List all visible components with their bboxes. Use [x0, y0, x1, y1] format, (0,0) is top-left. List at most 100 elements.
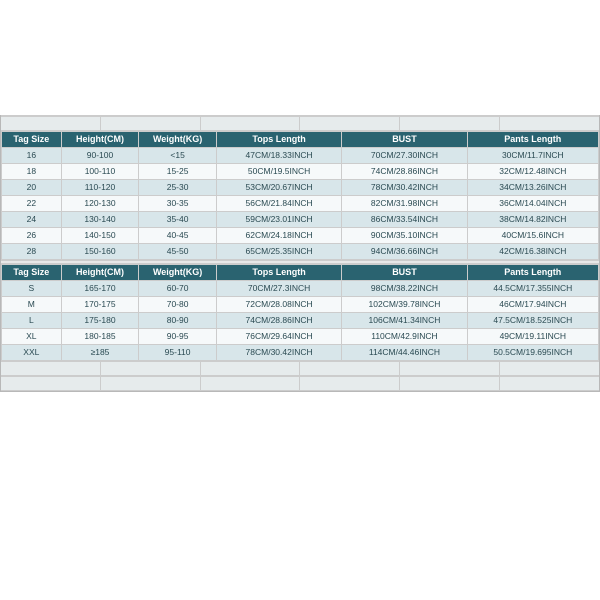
cell: 30CM/11.7INCH [467, 148, 598, 164]
col-header-tops: Tops Length [216, 265, 341, 281]
col-header-height: Height(CM) [61, 265, 139, 281]
table-row: S165-17060-7070CM/27.3INCH98CM/38.22INCH… [2, 281, 599, 297]
cell: 44.5CM/17.355INCH [467, 281, 598, 297]
cell: 90-100 [61, 148, 139, 164]
cell: L [2, 313, 62, 329]
cell: 40CM/15.6INCH [467, 228, 598, 244]
table-row: 24130-14035-4059CM/23.01INCH86CM/33.54IN… [2, 212, 599, 228]
cell: <15 [139, 148, 217, 164]
cell: 36CM/14.04INCH [467, 196, 598, 212]
cell: 130-140 [61, 212, 139, 228]
cell: 46CM/17.94INCH [467, 297, 598, 313]
cell: XXL [2, 345, 62, 361]
cell: 90CM/35.10INCH [342, 228, 467, 244]
cell: 95-110 [139, 345, 217, 361]
table-row: XL180-18590-9576CM/29.64INCH110CM/42.9IN… [2, 329, 599, 345]
col-header-height: Height(CM) [61, 132, 139, 148]
col-header-bust: BUST [342, 132, 467, 148]
cell: 175-180 [61, 313, 139, 329]
adults-table-body: S165-17060-7070CM/27.3INCH98CM/38.22INCH… [2, 281, 599, 361]
table-row: 18100-11015-2550CM/19.5INCH74CM/28.86INC… [2, 164, 599, 180]
cell: 53CM/20.67INCH [216, 180, 341, 196]
cell: 78CM/30.42INCH [216, 345, 341, 361]
cell: 30-35 [139, 196, 217, 212]
cell: 76CM/29.64INCH [216, 329, 341, 345]
cell: 180-185 [61, 329, 139, 345]
empty-grid-row-3 [1, 376, 599, 391]
cell: 102CM/39.78INCH [342, 297, 467, 313]
cell: 22 [2, 196, 62, 212]
cell: 59CM/23.01INCH [216, 212, 341, 228]
col-header-bust: BUST [342, 265, 467, 281]
cell: 50.5CM/19.695INCH [467, 345, 598, 361]
size-chart: Tag Size Height(CM) Weight(KG) Tops Leng… [0, 115, 600, 392]
kids-table-body: 1690-100<1547CM/18.33INCH70CM/27.30INCH3… [2, 148, 599, 260]
cell: ≥185 [61, 345, 139, 361]
cell: 65CM/25.35INCH [216, 244, 341, 260]
cell: 140-150 [61, 228, 139, 244]
col-header-tops: Tops Length [216, 132, 341, 148]
cell: 82CM/31.98INCH [342, 196, 467, 212]
empty-grid-row-1 [1, 116, 599, 131]
adults-size-table: Tag Size Height(CM) Weight(KG) Tops Leng… [1, 264, 599, 361]
cell: 150-160 [61, 244, 139, 260]
cell: 28 [2, 244, 62, 260]
cell: 86CM/33.54INCH [342, 212, 467, 228]
cell: 114CM/44.46INCH [342, 345, 467, 361]
cell: 34CM/13.26INCH [467, 180, 598, 196]
cell: XL [2, 329, 62, 345]
table-row: 1690-100<1547CM/18.33INCH70CM/27.30INCH3… [2, 148, 599, 164]
table-row: L175-18080-9074CM/28.86INCH106CM/41.34IN… [2, 313, 599, 329]
table-row: M170-17570-8072CM/28.08INCH102CM/39.78IN… [2, 297, 599, 313]
table-row: 22120-13030-3556CM/21.84INCH82CM/31.98IN… [2, 196, 599, 212]
cell: 110CM/42.9INCH [342, 329, 467, 345]
cell: 70CM/27.3INCH [216, 281, 341, 297]
cell: 70-80 [139, 297, 217, 313]
cell: 18 [2, 164, 62, 180]
cell: 50CM/19.5INCH [216, 164, 341, 180]
col-header-weight: Weight(KG) [139, 132, 217, 148]
cell: 15-25 [139, 164, 217, 180]
cell: 47CM/18.33INCH [216, 148, 341, 164]
table-row: XXL≥18595-11078CM/30.42INCH114CM/44.46IN… [2, 345, 599, 361]
empty-grid-row-2 [1, 361, 599, 376]
cell: M [2, 297, 62, 313]
cell: 74CM/28.86INCH [216, 313, 341, 329]
cell: 26 [2, 228, 62, 244]
cell: 120-130 [61, 196, 139, 212]
cell: 32CM/12.48INCH [467, 164, 598, 180]
cell: 42CM/16.38INCH [467, 244, 598, 260]
col-header-weight: Weight(KG) [139, 265, 217, 281]
col-header-pants: Pants Length [467, 132, 598, 148]
cell: 20 [2, 180, 62, 196]
kids-table-header: Tag Size Height(CM) Weight(KG) Tops Leng… [2, 132, 599, 148]
table-row: 20110-12025-3053CM/20.67INCH78CM/30.42IN… [2, 180, 599, 196]
col-header-tagsize: Tag Size [2, 132, 62, 148]
cell: 62CM/24.18INCH [216, 228, 341, 244]
cell: 35-40 [139, 212, 217, 228]
adults-table-header: Tag Size Height(CM) Weight(KG) Tops Leng… [2, 265, 599, 281]
cell: 170-175 [61, 297, 139, 313]
cell: S [2, 281, 62, 297]
cell: 94CM/36.66INCH [342, 244, 467, 260]
cell: 49CM/19.11INCH [467, 329, 598, 345]
table-row: 26140-15040-4562CM/24.18INCH90CM/35.10IN… [2, 228, 599, 244]
cell: 56CM/21.84INCH [216, 196, 341, 212]
cell: 110-120 [61, 180, 139, 196]
cell: 98CM/38.22INCH [342, 281, 467, 297]
cell: 100-110 [61, 164, 139, 180]
cell: 106CM/41.34INCH [342, 313, 467, 329]
col-header-tagsize: Tag Size [2, 265, 62, 281]
cell: 80-90 [139, 313, 217, 329]
col-header-pants: Pants Length [467, 265, 598, 281]
cell: 45-50 [139, 244, 217, 260]
cell: 24 [2, 212, 62, 228]
cell: 16 [2, 148, 62, 164]
cell: 78CM/30.42INCH [342, 180, 467, 196]
kids-size-table: Tag Size Height(CM) Weight(KG) Tops Leng… [1, 131, 599, 260]
cell: 47.5CM/18.525INCH [467, 313, 598, 329]
cell: 165-170 [61, 281, 139, 297]
cell: 40-45 [139, 228, 217, 244]
cell: 25-30 [139, 180, 217, 196]
cell: 72CM/28.08INCH [216, 297, 341, 313]
